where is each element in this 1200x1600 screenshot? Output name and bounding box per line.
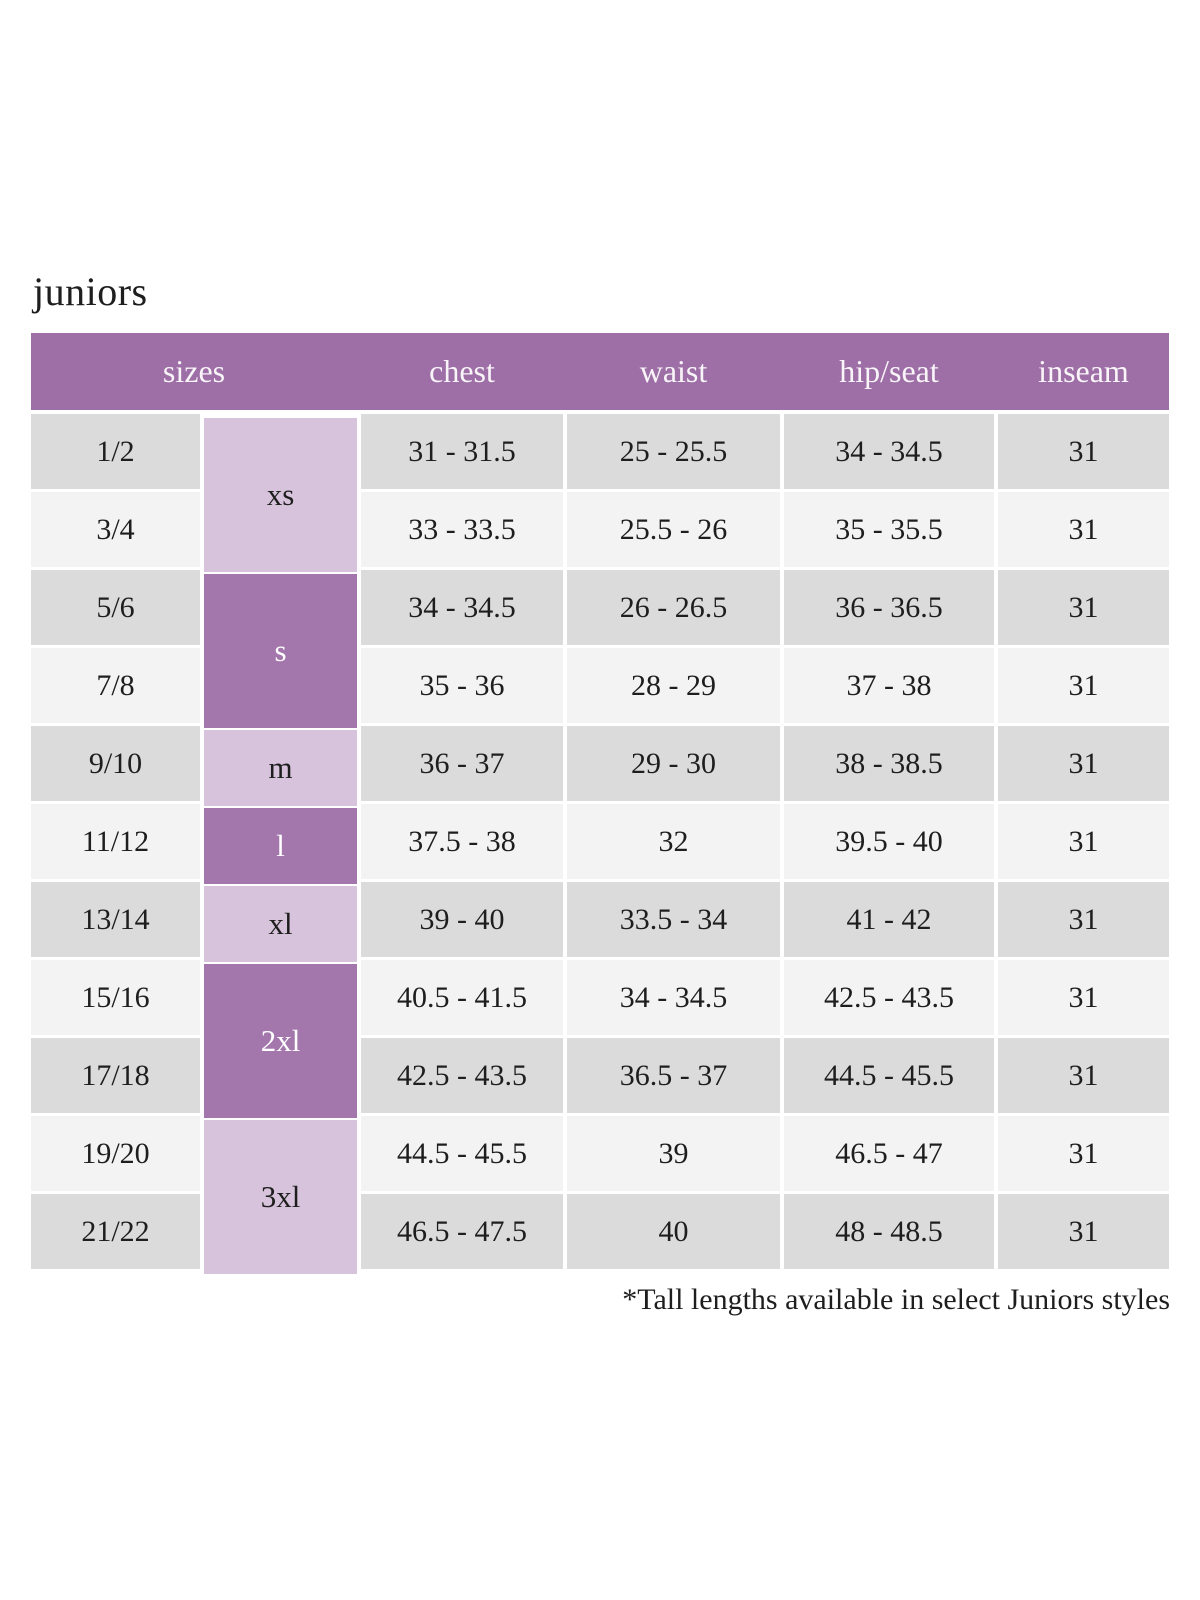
page-title: juniors xyxy=(33,269,148,314)
letter-size-label: xl xyxy=(204,886,357,962)
letter-size-cell: xs xyxy=(204,414,357,572)
column-header-inseam: inseam xyxy=(1038,353,1129,389)
inseam-cell: 31 xyxy=(998,414,1169,489)
hip-seat-cell: 44.5 - 45.5 xyxy=(784,1038,994,1113)
waist-cell: 33.5 - 34 xyxy=(567,882,780,957)
size-cell: 1/2 xyxy=(31,414,200,489)
chest-cell: 39 - 40 xyxy=(361,882,563,957)
size-cell: 7/8 xyxy=(31,648,200,723)
size-cell: 13/14 xyxy=(31,882,200,957)
chest-cell: 44.5 - 45.5 xyxy=(361,1116,563,1191)
hip-seat-cell: 38 - 38.5 xyxy=(784,726,994,801)
waist-cell: 34 - 34.5 xyxy=(567,960,780,1035)
hip-seat-cell: 48 - 48.5 xyxy=(784,1194,994,1269)
letter-size-label: s xyxy=(204,574,357,728)
column-header-sizes: sizes xyxy=(162,353,226,389)
inseam-cell: 31 xyxy=(998,1038,1169,1113)
hip-seat-cell: 46.5 - 47 xyxy=(784,1116,994,1191)
letter-size-cell: 2xl xyxy=(204,960,357,1118)
chest-cell: 34 - 34.5 xyxy=(361,570,563,645)
letter-size-label: xs xyxy=(204,418,357,572)
chest-cell: 46.5 - 47.5 xyxy=(361,1194,563,1269)
waist-cell: 39 xyxy=(567,1116,780,1191)
chest-cell: 40.5 - 41.5 xyxy=(361,960,563,1035)
chest-cell: 33 - 33.5 xyxy=(361,492,563,567)
letter-size-label: 3xl xyxy=(204,1120,357,1274)
letter-size-label: m xyxy=(204,730,357,806)
hip-seat-cell: 36 - 36.5 xyxy=(784,570,994,645)
size-cell: 9/10 xyxy=(31,726,200,801)
letter-size-cell: m xyxy=(204,726,357,806)
table-header: sizes chest waist hip/seat inseam xyxy=(31,333,1169,410)
hip-seat-cell: 42.5 - 43.5 xyxy=(784,960,994,1035)
inseam-cell: 31 xyxy=(998,960,1169,1035)
chest-cell: 35 - 36 xyxy=(361,648,563,723)
hip-seat-cell: 34 - 34.5 xyxy=(784,414,994,489)
letter-size-cell: 3xl xyxy=(204,1116,357,1274)
letter-size-cell: s xyxy=(204,570,357,728)
inseam-cell: 31 xyxy=(998,726,1169,801)
inseam-cell: 31 xyxy=(998,1116,1169,1191)
inseam-cell: 31 xyxy=(998,570,1169,645)
inseam-cell: 31 xyxy=(998,492,1169,567)
hip-seat-cell: 37 - 38 xyxy=(784,648,994,723)
letter-size-cell: l xyxy=(204,804,357,884)
chest-cell: 42.5 - 43.5 xyxy=(361,1038,563,1113)
waist-cell: 40 xyxy=(567,1194,780,1269)
hip-seat-cell: 35 - 35.5 xyxy=(784,492,994,567)
table-body: 1/2 xs 31 - 31.5 25 - 25.5 34 - 34.5 31 3/4 33 … xyxy=(31,414,1169,1274)
waist-cell: 26 - 26.5 xyxy=(567,570,780,645)
waist-cell: 25.5 - 26 xyxy=(567,492,780,567)
column-header-waist: waist xyxy=(639,353,708,389)
inseam-cell: 31 xyxy=(998,804,1169,879)
size-cell: 15/16 xyxy=(31,960,200,1035)
size-cell: 17/18 xyxy=(31,1038,200,1113)
inseam-cell: 31 xyxy=(998,648,1169,723)
inseam-cell: 31 xyxy=(998,882,1169,957)
hip-seat-cell: 41 - 42 xyxy=(784,882,994,957)
letter-size-cell: xl xyxy=(204,882,357,962)
size-cell: 11/12 xyxy=(31,804,200,879)
column-header-chest: chest xyxy=(429,353,495,389)
waist-cell: 36.5 - 37 xyxy=(567,1038,780,1113)
waist-cell: 32 xyxy=(567,804,780,879)
waist-cell: 28 - 29 xyxy=(567,648,780,723)
letter-size-label: 2xl xyxy=(204,964,357,1118)
chest-cell: 31 - 31.5 xyxy=(361,414,563,489)
waist-cell: 29 - 30 xyxy=(567,726,780,801)
waist-cell: 25 - 25.5 xyxy=(567,414,780,489)
chest-cell: 36 - 37 xyxy=(361,726,563,801)
size-cell: 3/4 xyxy=(31,492,200,567)
size-cell: 5/6 xyxy=(31,570,200,645)
chest-cell: 37.5 - 38 xyxy=(361,804,563,879)
column-header-hip-seat: hip/seat xyxy=(839,353,939,389)
size-cell: 19/20 xyxy=(31,1116,200,1191)
juniors-size-chart: sizes chest waist hip/seat inseam 1/2 xs 3… xyxy=(31,333,1169,1274)
inseam-cell: 31 xyxy=(998,1194,1169,1269)
letter-size-label: l xyxy=(204,808,357,884)
size-cell: 21/22 xyxy=(31,1194,200,1269)
footnote: *Tall lengths available in select Junior… xyxy=(622,1283,1170,1316)
hip-seat-cell: 39.5 - 40 xyxy=(784,804,994,879)
